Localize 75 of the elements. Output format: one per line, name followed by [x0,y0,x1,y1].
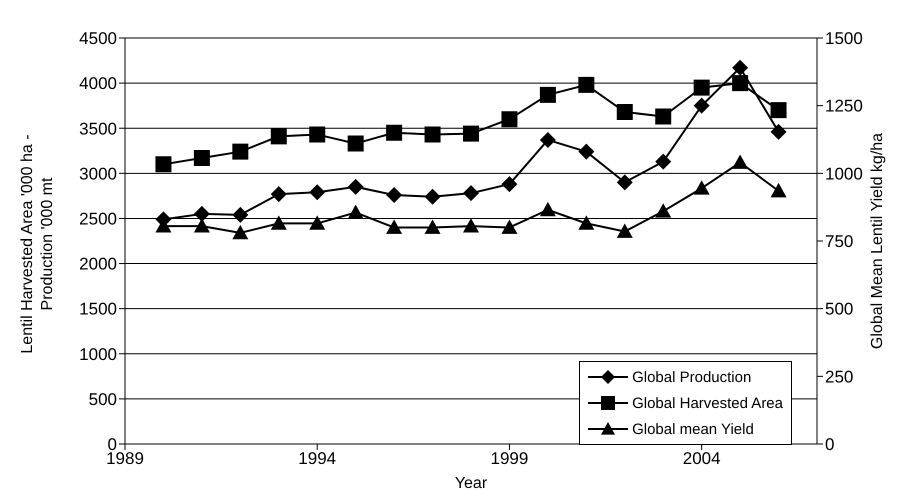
y2-tick-label: 1500 [825,29,863,48]
point [309,215,326,230]
point [540,202,556,216]
y-tick-label: 3000 [79,164,117,184]
point [348,178,364,195]
y2-tick-label: 0 [825,435,834,454]
point [270,128,287,144]
point [732,75,748,92]
point [616,104,633,120]
y2-tick-label: 250 [825,367,854,386]
x-tick-label: 1999 [490,449,528,468]
y-tick-label: 1000 [79,344,117,364]
point [309,126,326,143]
point [386,186,402,203]
y-tick-label: 2000 [79,254,117,274]
point [655,203,672,218]
y2-tick-label: 500 [825,300,854,319]
point [309,184,326,200]
point [270,215,287,230]
legend-label: Global mean Yield [632,420,754,438]
point [694,180,710,195]
point [501,176,518,192]
y-tick-label: 500 [88,390,117,409]
point [616,174,633,190]
x-tick-label: 2004 [682,449,721,468]
point [348,136,364,152]
y-axis-title: Lentil Harvested Area '000 ha - Production '000 mt [19,134,56,354]
legend-label: Global Production [632,368,752,386]
point [232,206,248,223]
point [732,60,748,76]
y-tick-label: 2500 [79,209,117,228]
x-axis-title: Year [454,475,488,492]
point [194,150,210,166]
point [424,126,441,143]
point [501,219,518,234]
point [694,98,710,114]
y2-axis-title: Global Mean Lentil Yield kg/ha [869,132,886,350]
point [424,219,441,234]
point [501,111,518,128]
point [540,132,556,148]
y-tick-label: 3500 [79,119,117,138]
point [578,144,594,160]
point [770,124,787,140]
x-tick-label: 1994 [298,449,336,468]
point [655,108,672,124]
point [770,182,787,198]
legend-label: Global Harvested Area [632,394,783,412]
point [694,80,710,96]
point [348,204,364,219]
y-tick-label: 4500 [79,29,117,48]
point [463,185,479,202]
point [770,102,787,118]
point [232,224,248,240]
point [155,156,172,172]
point [732,154,748,169]
point [424,188,441,205]
y-tick-label: 4000 [79,74,117,94]
point [194,206,210,222]
point [463,218,479,233]
point [386,219,402,234]
point [232,144,248,160]
point [578,215,594,230]
x-tick-label: 1989 [106,449,144,468]
y2-tick-label: 750 [825,232,854,252]
y-tick-label: 1500 [79,300,117,319]
y2-tick-label: 1250 [825,96,863,116]
point [578,76,594,93]
point [463,126,479,142]
y2-tick-label: 1000 [825,164,863,184]
point [616,224,633,238]
point [386,124,402,141]
point [540,86,556,103]
point [194,218,210,233]
point [270,186,287,202]
point [655,154,672,170]
